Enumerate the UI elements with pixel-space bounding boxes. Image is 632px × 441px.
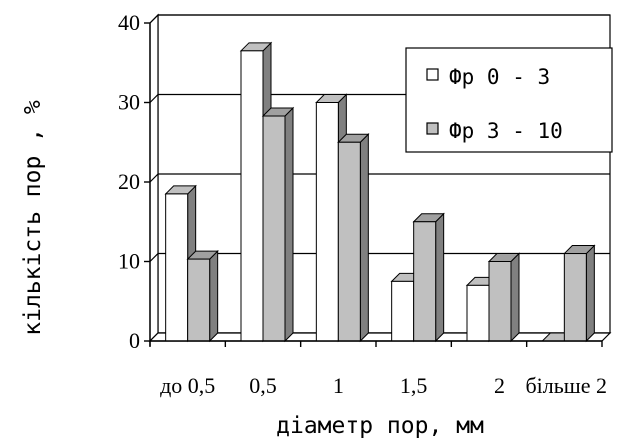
bar-front	[466, 284, 490, 342]
y-tick-label: 20	[118, 169, 140, 194]
y-tick-label: 30	[118, 90, 140, 115]
bar-front	[563, 253, 587, 342]
bar-front	[413, 221, 437, 342]
gridline-side	[149, 14, 159, 24]
gridline-side	[149, 253, 159, 262]
bar-front	[262, 115, 286, 342]
bar-front	[315, 102, 339, 342]
bar-side	[585, 244, 595, 343]
bar-front	[337, 141, 361, 342]
bar-front	[165, 193, 189, 342]
bar-side	[359, 133, 369, 343]
gridline-side	[149, 94, 159, 103]
y-tick-labels: 0 10 20 30 40	[118, 10, 140, 353]
bar	[337, 133, 370, 343]
bar-front	[391, 280, 415, 342]
x-tick-label: 1	[333, 373, 344, 398]
floor	[148, 332, 612, 342]
y-axis-label: кількість пор , %	[20, 100, 46, 336]
bar	[261, 106, 295, 343]
bar	[563, 244, 596, 343]
chart-legend: Фр 0 - 3 Фр 3 - 10	[405, 47, 613, 153]
x-tick-label: 2	[494, 373, 505, 398]
chart-bars	[164, 41, 596, 343]
legend-swatch-series-1	[426, 68, 439, 81]
bar-front	[187, 258, 211, 342]
x-tick-label: до 0,5	[160, 373, 215, 398]
x-tick-label: 1,5	[400, 373, 428, 398]
legend-label-series-2: Фр 3 - 10	[449, 119, 563, 143]
y-tick-label: 0	[129, 328, 140, 353]
bar	[487, 252, 521, 343]
x-tick-label: 0,5	[249, 373, 277, 398]
bar-side	[209, 249, 219, 343]
x-tick-labels: до 0,5 0,5 1 1,5 2 більше 2	[160, 373, 607, 398]
gridline-side	[149, 173, 159, 183]
bar-side	[510, 252, 520, 343]
y-tick-label: 40	[118, 10, 140, 35]
bar	[186, 249, 219, 343]
bar-front	[240, 50, 264, 342]
bar-front	[488, 261, 512, 342]
chart-axes	[144, 22, 603, 347]
y-tick-label: 10	[118, 249, 140, 274]
bar-side	[435, 212, 445, 343]
x-tick-label: більше 2	[525, 373, 607, 398]
bar-side	[284, 106, 294, 343]
legend-label-series-1: Фр 0 - 3	[449, 65, 550, 89]
bar	[412, 212, 445, 343]
x-axis-label: діаметр пор, мм	[276, 413, 484, 439]
legend-box	[405, 47, 613, 153]
legend-swatch-series-2	[426, 122, 439, 135]
